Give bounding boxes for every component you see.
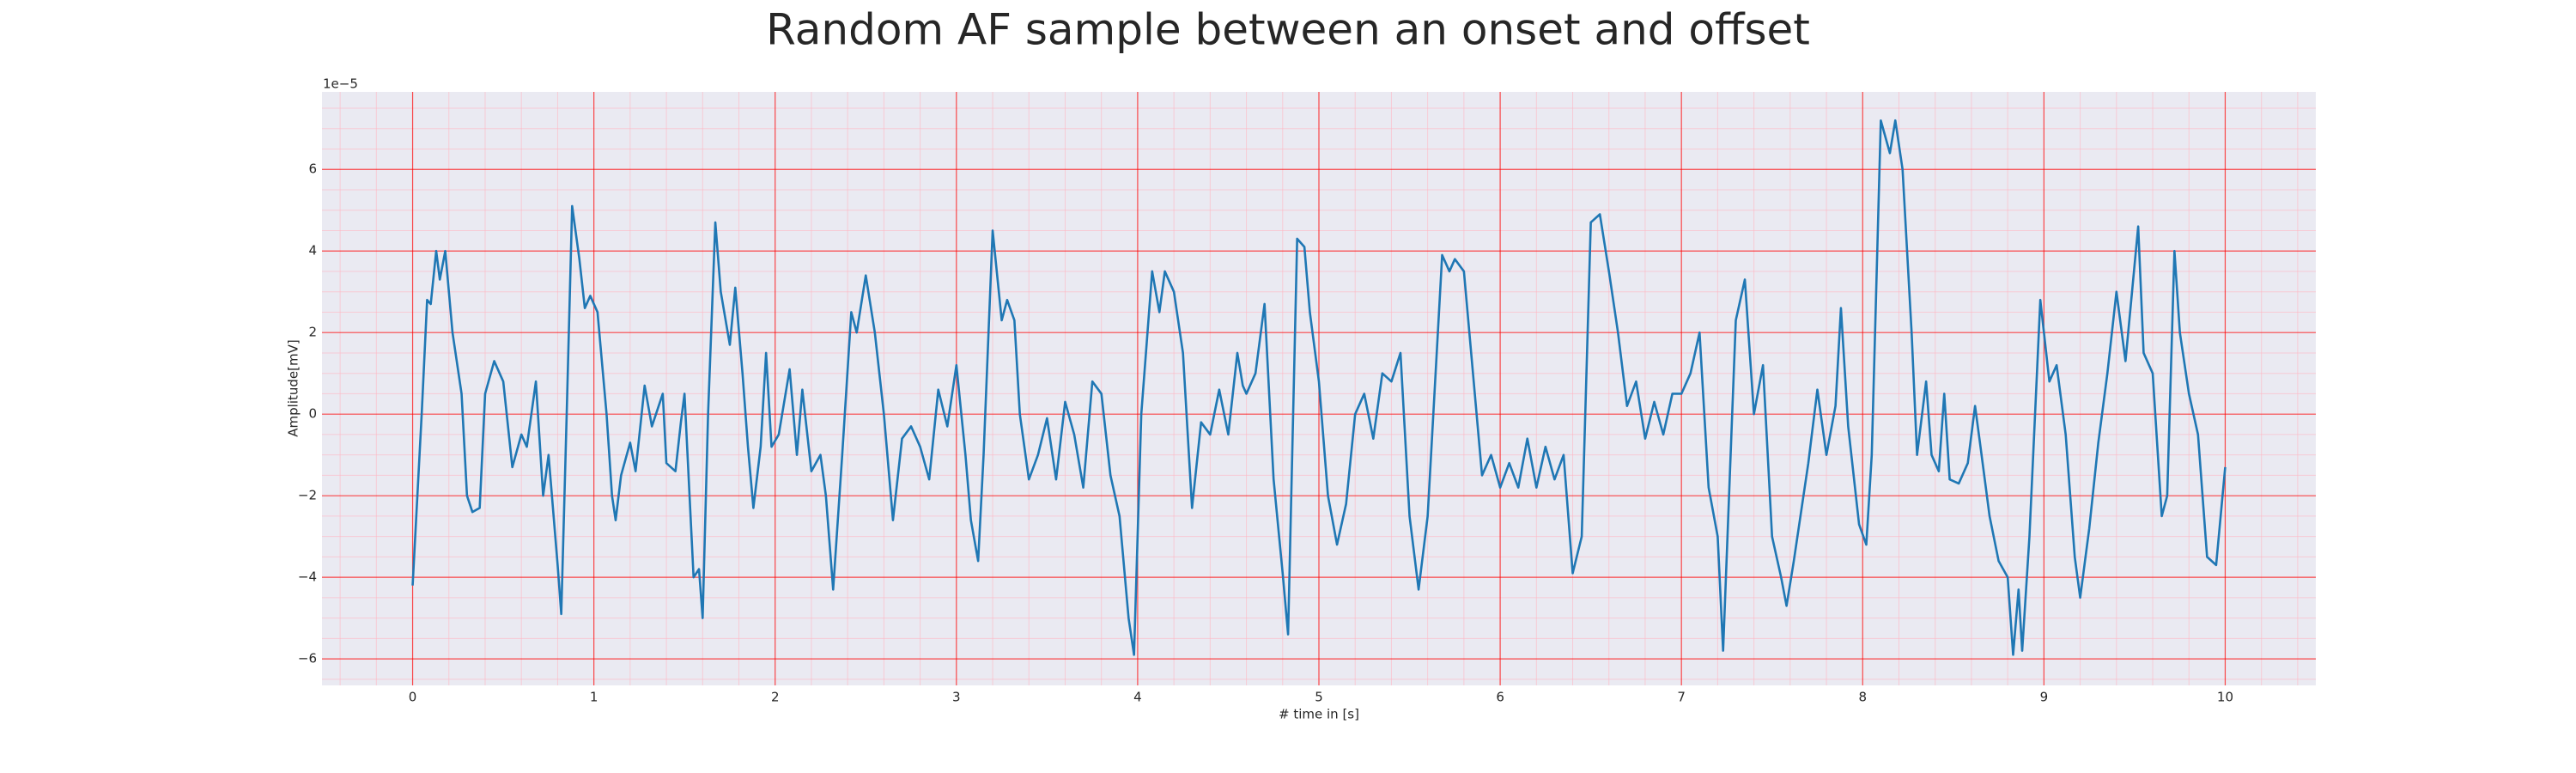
y-tick-label: −6 (298, 651, 317, 666)
x-tick-label: 6 (1496, 690, 1504, 705)
y-tick-label: −2 (298, 488, 317, 503)
x-tick-label: 3 (952, 690, 961, 705)
x-tick-label: 0 (409, 690, 417, 705)
signal-line (411, 119, 2227, 656)
x-axis-label: # time in [s] (1279, 707, 1359, 722)
y-offset-label: 1e−5 (323, 76, 358, 92)
y-tick-label: 6 (308, 161, 317, 177)
x-tick-label: 10 (2217, 690, 2233, 705)
ticks: 0 1 2 3 4 5 6 7 8 9 10 −6 −4 −2 0 2 4 6 (298, 161, 2233, 705)
x-tick-label: 5 (1315, 690, 1323, 705)
y-tick-label: 4 (308, 243, 317, 259)
y-tick-label: 0 (308, 406, 317, 422)
marks (411, 119, 2227, 656)
x-tick-label: 8 (1858, 690, 1867, 705)
x-tick-label: 9 (2040, 690, 2049, 705)
y-tick-label: −4 (298, 569, 317, 585)
chart-title: Random AF sample between an onset and of… (766, 5, 1810, 55)
x-tick-label: 2 (771, 690, 780, 705)
y-axis-label: Amplitude[mV] (286, 339, 301, 436)
x-tick-label: 4 (1133, 690, 1142, 705)
x-tick-label: 7 (1677, 690, 1686, 705)
x-tick-label: 1 (590, 690, 598, 705)
y-tick-label: 2 (308, 325, 317, 340)
